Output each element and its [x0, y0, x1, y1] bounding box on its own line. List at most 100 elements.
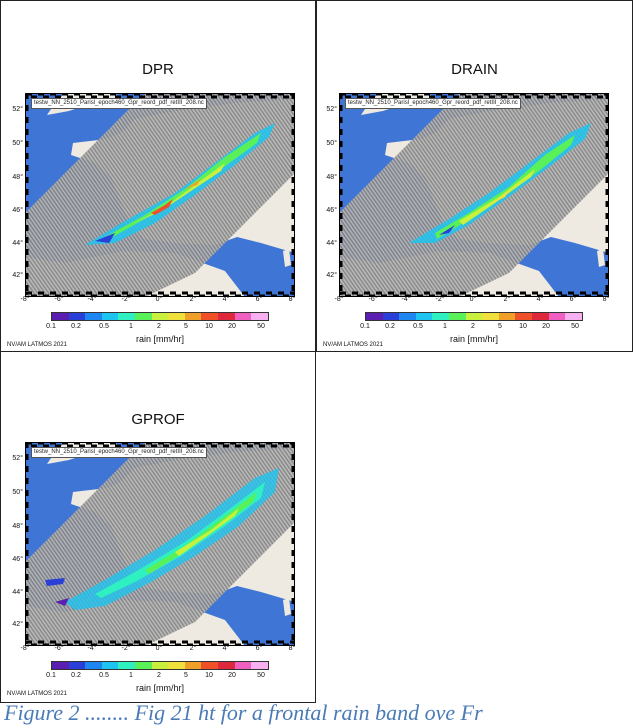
colorbar-tick: 0.1 — [46, 672, 56, 679]
lon-label: 6° — [255, 296, 263, 303]
lon-label: 4° — [536, 296, 544, 303]
colorbar-swatch — [218, 662, 235, 669]
colorbar-swatch — [151, 662, 169, 669]
lat-label: 48° — [326, 174, 337, 181]
lat-label: 44° — [12, 240, 23, 247]
colorbar-swatch — [151, 313, 169, 320]
colorbar-swatch — [251, 662, 268, 669]
colorbar-swatch — [101, 662, 119, 669]
lat-label: 48° — [12, 174, 23, 181]
rain-map — [25, 93, 295, 297]
colorbar-swatch — [101, 313, 119, 320]
lon-label: 2° — [189, 296, 197, 303]
lon-label: -4° — [87, 645, 97, 652]
lon-label: -8° — [20, 296, 30, 303]
colorbar-swatch — [52, 313, 69, 320]
colorbar-swatch — [482, 313, 499, 320]
lon-label: -4° — [401, 296, 411, 303]
panel-gprof: GPROF testw_NN_2510_Parisl_epoch460_Gpr_… — [0, 351, 316, 703]
lon-label: 6° — [569, 296, 577, 303]
lon-label: 4° — [222, 296, 230, 303]
colorbar-tick: 2 — [157, 672, 161, 679]
lat-label: 44° — [326, 240, 337, 247]
lat-label: 46° — [12, 556, 23, 563]
colorbar-tick: 50 — [257, 323, 265, 330]
colorbar-tick: 2 — [157, 323, 161, 330]
colorbar-swatch — [366, 313, 383, 320]
lon-label: -8° — [20, 645, 30, 652]
rain-map — [339, 93, 609, 297]
lat-label: 50° — [12, 489, 23, 496]
colorbar-swatch — [52, 662, 69, 669]
colorbar-swatch — [432, 313, 450, 320]
colorbar-tick: 10 — [205, 323, 213, 330]
figure-caption: Figure 2 ........ Fig 21 ht for a fronta… — [4, 700, 483, 725]
panel-drain: DRAIN testw_NN_2510_Parisl_epoch460_Gpr_… — [316, 0, 633, 352]
colorbar-swatch — [118, 313, 136, 320]
colorbar-tick: 0.1 — [46, 323, 56, 330]
colorbar-swatch — [234, 662, 252, 669]
panel-title: DRAIN — [451, 61, 498, 78]
lon-label: -4° — [87, 296, 97, 303]
colorbar-swatch — [168, 662, 185, 669]
panel-title: DPR — [142, 61, 174, 78]
lat-label: 42° — [326, 272, 337, 279]
colorbar-tick: 10 — [205, 672, 213, 679]
colorbar-tick: 20 — [228, 323, 236, 330]
colorbar-tick: 10 — [519, 323, 527, 330]
colorbar — [365, 312, 583, 321]
lon-label: 8° — [288, 296, 296, 303]
lat-label: 48° — [12, 523, 23, 530]
lon-label: -8° — [334, 296, 344, 303]
colorbar-tick: 0.5 — [413, 323, 423, 330]
credit-label: NV/AM LATMOS 2021 — [7, 691, 67, 697]
colorbar-swatch — [465, 313, 483, 320]
lat-label: 50° — [326, 140, 337, 147]
colorbar-tick: 0.5 — [99, 323, 109, 330]
colorbar-tick: 20 — [542, 323, 550, 330]
filename-label: testw_NN_2510_Parisl_epoch460_Gpr_reord_… — [345, 98, 521, 109]
colorbar-swatch — [201, 662, 219, 669]
colorbar-tick: 2 — [471, 323, 475, 330]
colorbar-swatch — [184, 662, 202, 669]
colorbar-swatch — [168, 313, 185, 320]
lon-label: 8° — [602, 296, 610, 303]
colorbar-swatch — [85, 662, 102, 669]
colorbar-tick: 5 — [184, 323, 188, 330]
colorbar-swatch — [184, 313, 202, 320]
lon-label: 8° — [288, 645, 296, 652]
lon-label: 4° — [222, 645, 230, 652]
panel-dpr: DPR testw_NN_2510_Parisl_epoch460_Gpr_re… — [0, 0, 316, 352]
colorbar-swatch — [118, 662, 136, 669]
colorbar-tick: 1 — [129, 672, 133, 679]
credit-label: NV/AM LATMOS 2021 — [323, 342, 383, 348]
lat-label: 42° — [12, 621, 23, 628]
lon-label: 2° — [189, 645, 197, 652]
lon-label: -2° — [121, 296, 131, 303]
panel-title: GPROF — [131, 411, 185, 428]
colorbar-tick: 0.2 — [71, 672, 81, 679]
lat-label: 42° — [12, 272, 23, 279]
colorbar-tick: 0.2 — [71, 323, 81, 330]
colorbar-swatch — [415, 313, 433, 320]
colorbar-label: rain [mm/hr] — [135, 334, 184, 344]
lat-label: 44° — [12, 589, 23, 596]
colorbar-swatch — [201, 313, 219, 320]
colorbar-tick: 1 — [443, 323, 447, 330]
colorbar-swatch — [498, 313, 516, 320]
lat-label: 50° — [12, 140, 23, 147]
colorbar-swatch — [565, 313, 582, 320]
colorbar-swatch — [218, 313, 235, 320]
colorbar-label: rain [mm/hr] — [135, 683, 184, 693]
lat-label: 52° — [12, 106, 23, 113]
colorbar-swatch — [532, 313, 549, 320]
colorbar-tick: 50 — [571, 323, 579, 330]
colorbar-tick: 5 — [184, 672, 188, 679]
lon-label: -2° — [435, 296, 445, 303]
credit-label: NV/AM LATMOS 2021 — [7, 342, 67, 348]
lon-label: -6° — [54, 296, 64, 303]
colorbar-tick: 5 — [498, 323, 502, 330]
colorbar-swatch — [515, 313, 533, 320]
colorbar-tick: 50 — [257, 672, 265, 679]
lon-label: 6° — [255, 645, 263, 652]
